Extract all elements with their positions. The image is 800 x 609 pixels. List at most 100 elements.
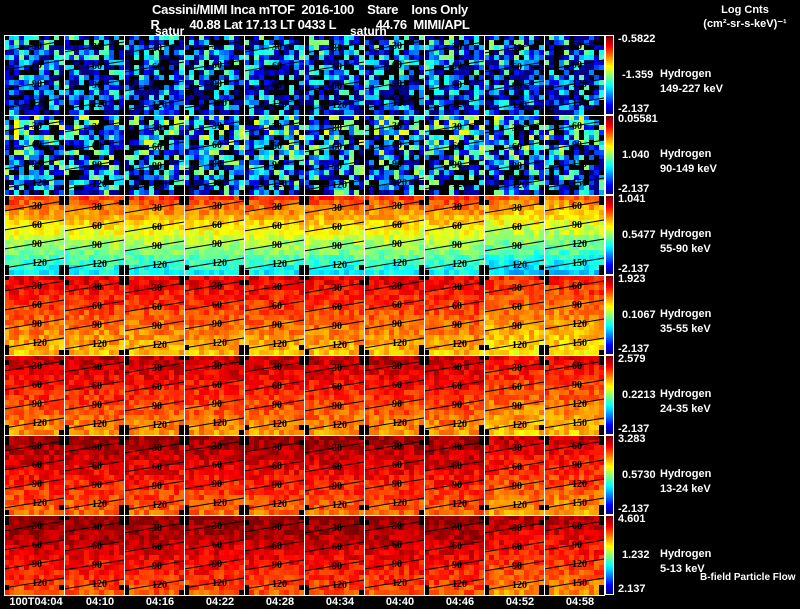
heatmap-cell	[84, 245, 89, 250]
heatmap-cell	[29, 210, 34, 215]
heatmap-cell	[234, 145, 239, 150]
heatmap-cell	[124, 160, 129, 165]
heatmap-cell	[154, 200, 159, 205]
heatmap-cell	[134, 140, 139, 145]
contour-label: 90	[512, 241, 522, 252]
heatmap-cell	[74, 140, 79, 145]
heatmap-cell	[579, 170, 584, 175]
heatmap-cell	[309, 70, 314, 75]
heatmap-cell	[234, 55, 239, 60]
heatmap-cell	[479, 95, 484, 100]
heatmap-cell	[134, 255, 139, 260]
heatmap-cell	[349, 220, 354, 225]
heatmap-cell	[254, 35, 259, 40]
heatmap-cell	[9, 205, 14, 210]
heatmap-cell	[374, 220, 379, 225]
heatmap-cell	[149, 230, 154, 235]
heatmap-cell	[404, 215, 409, 220]
heatmap-cell	[79, 160, 84, 165]
heatmap-cell	[109, 220, 114, 225]
heatmap-cell	[584, 55, 589, 60]
heatmap-cell	[569, 100, 574, 105]
heatmap-cell	[394, 175, 399, 180]
heatmap-cell	[224, 90, 229, 95]
heatmap-cell	[24, 120, 29, 125]
heatmap-cell	[499, 50, 504, 55]
heatmap-cell	[559, 75, 564, 80]
heatmap-cell	[149, 150, 154, 155]
heatmap-cell	[229, 215, 234, 220]
heatmap-cell	[494, 160, 499, 165]
heatmap-cell	[479, 245, 484, 250]
heatmap-cell	[554, 155, 559, 160]
heatmap-cell	[99, 130, 104, 135]
contour-line	[63, 60, 125, 72]
contour-line	[183, 200, 245, 212]
heatmap-cell	[154, 175, 159, 180]
heatmap-cell	[209, 135, 214, 140]
heatmap-cell	[459, 35, 464, 40]
heatmap-cell	[449, 95, 454, 100]
heatmap-cell	[379, 185, 384, 190]
heatmap-cell	[399, 175, 404, 180]
heatmap-cell	[284, 195, 289, 200]
heatmap-cell	[294, 210, 299, 215]
heatmap-cell	[279, 70, 284, 75]
heatmap-cell	[199, 140, 204, 145]
heatmap-cell	[464, 90, 469, 95]
contour-label: 120	[272, 259, 287, 270]
heatmap-cell	[224, 75, 229, 80]
heatmap-cell	[139, 200, 144, 205]
heatmap-cell	[169, 245, 174, 250]
heatmap-cell	[294, 110, 299, 115]
heatmap-cell	[214, 50, 219, 55]
heatmap-cell	[414, 145, 419, 150]
heatmap-cell	[329, 240, 334, 245]
heatmap-cell	[429, 40, 434, 45]
heatmap-cell	[464, 205, 469, 210]
heatmap-cell	[269, 255, 274, 260]
heatmap-cell	[259, 255, 264, 260]
contour-label: 60	[92, 141, 102, 152]
heatmap-cell	[164, 205, 169, 210]
heatmap-cell	[254, 190, 259, 195]
heatmap-cell	[519, 115, 524, 120]
heatmap-cell	[499, 120, 504, 125]
heatmap-cell	[344, 170, 349, 175]
heatmap-cell	[104, 270, 109, 275]
heatmap-cell	[149, 255, 154, 260]
heatmap-cell	[499, 95, 504, 100]
heatmap-cell	[154, 235, 159, 240]
heatmap-cell	[399, 135, 404, 140]
heatmap-cell	[439, 230, 444, 235]
heatmap-cell	[179, 150, 184, 155]
heatmap-cell	[469, 155, 474, 160]
heatmap-cell	[564, 190, 569, 195]
heatmap-cell	[349, 80, 354, 85]
heatmap-cell	[574, 75, 579, 80]
heatmap-cell	[244, 85, 249, 90]
heatmap-cell	[309, 50, 314, 55]
heatmap-cell	[39, 120, 44, 125]
heatmap-cell	[504, 45, 509, 50]
heatmap-cell	[474, 170, 479, 175]
heatmap-cell	[144, 235, 149, 240]
heatmap-cell	[159, 95, 164, 100]
heatmap-cell	[264, 120, 269, 125]
heatmap-cell	[159, 65, 164, 70]
heatmap-cell	[189, 260, 194, 265]
heatmap-cell	[589, 225, 594, 230]
heatmap-cell	[164, 250, 169, 255]
heatmap-cell	[369, 230, 374, 235]
heatmap-cell	[519, 35, 524, 40]
heatmap-cell	[409, 255, 414, 260]
heatmap-cell	[154, 195, 159, 200]
heatmap-cell	[309, 90, 314, 95]
heatmap-cell	[149, 245, 154, 250]
heatmap-cell	[234, 135, 239, 140]
heatmap-cell	[24, 40, 29, 45]
heatmap-cell	[414, 165, 419, 170]
heatmap-cell	[379, 240, 384, 245]
heatmap-cell	[349, 155, 354, 160]
heatmap-cell	[19, 90, 24, 95]
